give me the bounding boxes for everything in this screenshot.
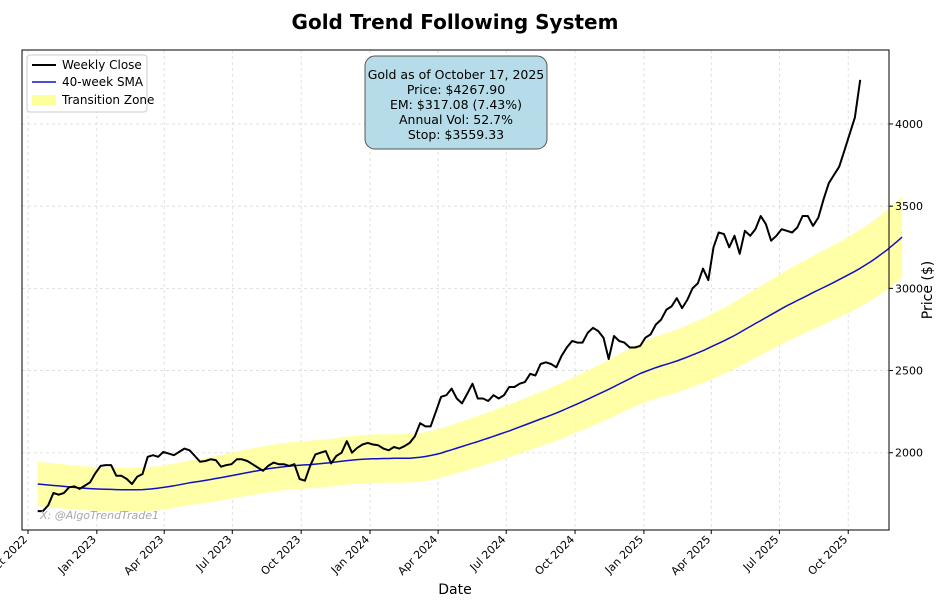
y-tick-label: 3500 (895, 200, 923, 213)
y-tick-label: 4000 (895, 118, 923, 131)
watermark: X: @AlgoTrendTrade1 (39, 509, 159, 522)
legend-label-sma: 40-week SMA (62, 75, 144, 89)
legend-label-weekly-close: Weekly Close (62, 58, 142, 72)
sma-line (37, 236, 903, 491)
info-price: Price: $4267.90 (407, 82, 505, 97)
y-axis-label: Price ($) (920, 261, 936, 319)
series-layer (37, 79, 903, 513)
plot-frame (21, 49, 890, 531)
y-tick-label: 3000 (895, 282, 923, 295)
transition-zone-band (37, 196, 903, 512)
y-tick-label: 2000 (895, 447, 923, 460)
info-em: EM: $317.08 (7.43%) (390, 97, 522, 112)
legend-label-transition-zone: Transition Zone (61, 93, 154, 107)
info-stop: Stop: $3559.33 (408, 127, 504, 142)
info-date: Gold as of October 17, 2025 (368, 67, 545, 82)
legend-box (26, 54, 148, 113)
x-axis-label: Date (438, 582, 471, 598)
weekly-close-line (37, 79, 862, 513)
info-box: Gold as of October 17, 2025 Price: $4267… (364, 55, 548, 150)
chart-title: Gold Trend Following System (292, 10, 619, 34)
info-box-background (364, 55, 548, 150)
legend: Weekly Close 40-week SMA Transition Zone (26, 54, 154, 113)
legend-swatch-transition-zone (32, 95, 56, 105)
grid (22, 50, 889, 530)
info-annual-vol: Annual Vol: 52.7% (399, 112, 513, 127)
transition-zone-band-layer (37, 196, 903, 512)
y-tick-label: 2500 (895, 365, 923, 378)
